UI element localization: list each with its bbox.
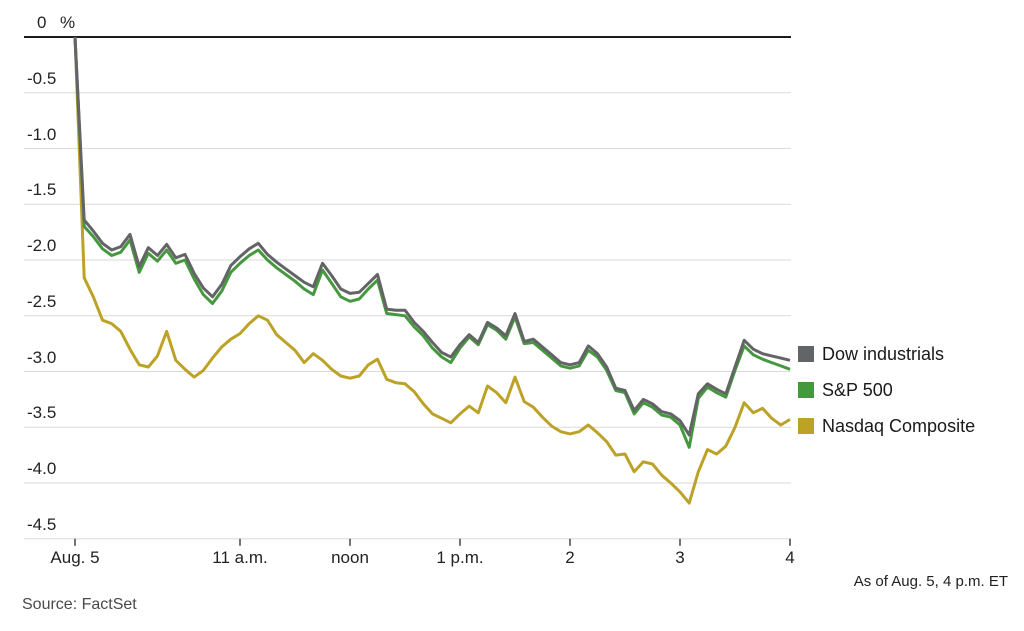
x-tick-label: Aug. 5 [50, 547, 100, 567]
nasdaq-composite-color-swatch [798, 418, 814, 434]
x-tick-label: 4 [785, 547, 795, 567]
y-tick-label: -3.0 [27, 347, 57, 367]
y-tick-label: -3.5 [27, 403, 57, 423]
y-tick-label: 0 [37, 13, 47, 32]
x-tick-label: noon [331, 547, 369, 567]
x-tick-label: 3 [675, 547, 685, 567]
source-credit: Source: FactSet [22, 596, 137, 613]
s-p-500-line [73, 36, 791, 449]
chart-legend: Dow industrials S&P 500 Nasdaq Composite [798, 336, 975, 444]
y-tick-label: -2.0 [27, 236, 57, 255]
y-tick-label: -1.5 [27, 180, 57, 200]
y-axis-unit-label: % [60, 13, 76, 32]
legend-label: S&P 500 [822, 379, 893, 400]
y-tick-label: -4.5 [27, 514, 57, 534]
x-tick-label: 11 a.m. [212, 547, 268, 567]
legend-label: Nasdaq Composite [822, 415, 976, 436]
sp-500-color-swatch [798, 382, 814, 398]
x-tick-label: 2 [565, 547, 575, 567]
legend-item-sp-500: S&P 500 [798, 372, 975, 408]
dow-industrials-line [73, 36, 791, 437]
legend-item-nasdaq-composite: Nasdaq Composite [798, 408, 975, 444]
y-tick-label: -2.5 [27, 291, 57, 311]
legend-label: Dow industrials [822, 343, 945, 364]
y-tick-label: -4.0 [27, 459, 57, 478]
nasdaq-composite-line [73, 36, 791, 505]
y-tick-label: -0.5 [27, 68, 57, 88]
y-tick-label: -1.0 [27, 124, 57, 144]
as-of-timestamp: As of Aug. 5, 4 p.m. ET [853, 573, 1008, 590]
x-tick-label: 1 p.m. [436, 547, 484, 567]
dow-industrials-color-swatch [798, 346, 814, 362]
legend-item-dow-industrials: Dow industrials [798, 336, 975, 372]
